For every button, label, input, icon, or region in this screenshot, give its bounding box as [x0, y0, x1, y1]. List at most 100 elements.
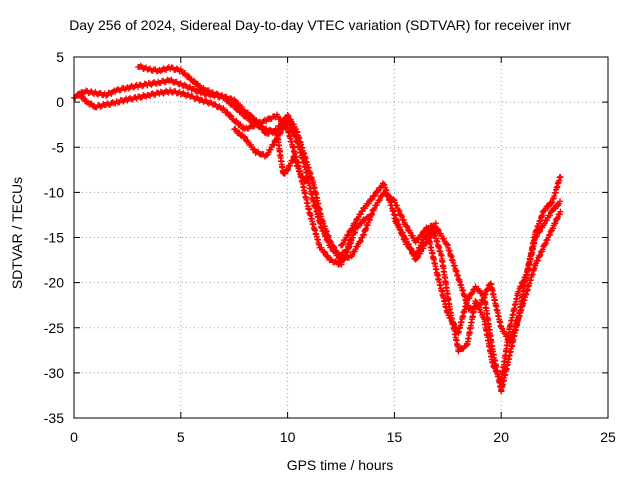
data-point	[176, 81, 183, 88]
data-point	[199, 85, 206, 92]
data-point	[243, 124, 250, 131]
data-point	[467, 304, 474, 311]
data-point	[201, 98, 208, 105]
data-point	[371, 205, 378, 212]
data-point	[344, 232, 351, 239]
data-point	[107, 90, 114, 97]
data-point	[545, 203, 552, 210]
data-point	[375, 187, 382, 194]
data-point	[373, 202, 380, 209]
chart-title: Day 256 of 2024, Sidereal Day-to-day VTE…	[69, 17, 571, 33]
series-track-7	[423, 173, 564, 395]
series-track-3	[75, 87, 355, 268]
data-point	[260, 126, 267, 133]
data-point	[551, 206, 558, 213]
x-tick-label: 20	[493, 429, 509, 445]
data-point	[167, 77, 174, 84]
data-point	[203, 88, 210, 95]
data-point	[100, 101, 107, 108]
data-point	[357, 211, 364, 218]
data-point	[77, 91, 84, 98]
data-point	[431, 229, 438, 236]
x-tick-label: 10	[280, 429, 296, 445]
data-point	[241, 134, 248, 141]
y-tick-label: -35	[44, 410, 64, 426]
data-point	[466, 295, 473, 302]
data-point	[403, 222, 410, 229]
data-point	[257, 152, 264, 159]
data-point	[365, 200, 372, 207]
x-tick-label: 0	[70, 429, 78, 445]
y-tick-label: -5	[52, 139, 65, 155]
data-point	[440, 235, 447, 242]
data-point	[129, 83, 136, 90]
data-point	[557, 198, 564, 205]
data-point	[552, 205, 559, 212]
data-point	[132, 82, 139, 89]
data-point	[376, 196, 383, 203]
data-point	[335, 252, 342, 259]
data-point	[348, 236, 355, 243]
data-point	[557, 208, 564, 215]
data-point	[277, 129, 284, 136]
data-point	[211, 100, 218, 107]
data-point	[245, 109, 252, 116]
data-point	[173, 65, 180, 72]
data-point	[190, 77, 197, 84]
data-point	[186, 73, 193, 80]
data-point	[435, 227, 442, 234]
data-point	[414, 255, 421, 262]
data-point	[444, 241, 451, 248]
data-point	[354, 243, 361, 250]
axis-ticks: 0 5 10 15 20 25 5 0 -5 -10 -15 -20 -25 -30 -35	[44, 49, 616, 445]
data-point	[321, 249, 328, 256]
x-tick-label: 15	[387, 429, 403, 445]
data-point	[404, 223, 411, 230]
data-point	[76, 90, 83, 97]
data-point	[103, 92, 110, 99]
data-point	[249, 123, 256, 130]
data-point	[228, 113, 235, 120]
y-tick-label: 5	[56, 49, 64, 65]
data-point	[225, 96, 232, 103]
data-point	[328, 243, 335, 250]
data-point	[557, 173, 564, 180]
data-point	[208, 90, 215, 97]
data-point	[213, 90, 220, 97]
data-point	[171, 79, 178, 86]
data-point	[224, 109, 231, 116]
data-point	[450, 320, 457, 327]
data-point	[358, 220, 365, 227]
data-point	[376, 197, 383, 204]
data-point	[357, 239, 364, 246]
data-point	[276, 130, 283, 137]
data-point	[253, 122, 260, 129]
data-point	[145, 92, 152, 99]
data-point	[394, 220, 401, 227]
data-point	[141, 92, 148, 99]
data-point	[399, 229, 406, 236]
x-tick-label: 5	[177, 429, 185, 445]
data-point	[352, 219, 359, 226]
data-point	[469, 289, 476, 296]
data-point	[432, 220, 439, 227]
data-point	[259, 125, 266, 132]
data-point	[329, 245, 336, 252]
data-point	[257, 119, 264, 126]
data-point	[368, 196, 375, 203]
data-point	[161, 66, 168, 73]
data-point	[155, 78, 162, 85]
data-point	[349, 225, 356, 232]
data-point	[231, 96, 238, 103]
data-point	[179, 90, 186, 97]
data-point	[371, 192, 378, 199]
data-point	[252, 149, 259, 156]
data-point	[137, 95, 144, 102]
data-point	[359, 208, 366, 215]
data-point	[157, 68, 164, 75]
data-point	[447, 315, 454, 322]
data-point	[187, 93, 194, 100]
data-point	[89, 89, 96, 96]
data-point	[547, 212, 554, 219]
